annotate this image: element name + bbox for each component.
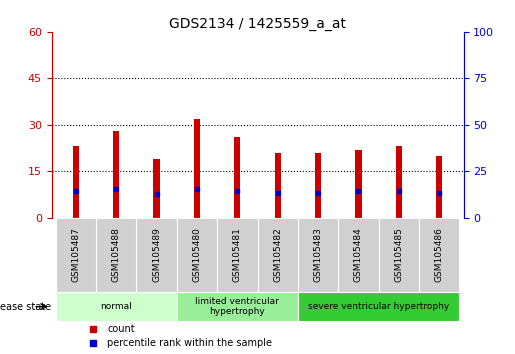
Bar (298, 218, 338, 292)
Bar (96, 218, 136, 292)
Bar (338, 218, 379, 292)
Text: GSM105482: GSM105482 (273, 228, 282, 282)
Text: GSM105480: GSM105480 (193, 227, 201, 282)
Text: disease state: disease state (0, 302, 50, 312)
Bar (419, 218, 459, 292)
Text: GSM105488: GSM105488 (112, 227, 121, 282)
Text: GSM105483: GSM105483 (314, 227, 322, 282)
Bar (396, 147, 402, 218)
Bar (298, 292, 459, 321)
Text: count: count (107, 324, 135, 333)
Text: normal: normal (100, 302, 132, 311)
Text: severe ventricular hypertrophy: severe ventricular hypertrophy (308, 302, 449, 311)
Bar (177, 218, 217, 292)
Text: GSM105485: GSM105485 (394, 227, 403, 282)
Text: GSM105486: GSM105486 (435, 227, 444, 282)
Bar (274, 153, 281, 218)
Bar (217, 218, 258, 292)
Title: GDS2134 / 1425559_a_at: GDS2134 / 1425559_a_at (169, 17, 346, 31)
Text: percentile rank within the sample: percentile rank within the sample (107, 338, 272, 348)
Bar (153, 159, 160, 218)
Bar (315, 153, 321, 218)
Bar (234, 137, 241, 218)
Bar (258, 218, 298, 292)
Bar (56, 292, 177, 321)
Text: limited ventricular
hypertrophy: limited ventricular hypertrophy (195, 297, 279, 316)
Text: GSM105489: GSM105489 (152, 227, 161, 282)
Bar (136, 218, 177, 292)
Bar (177, 292, 298, 321)
Text: GSM105481: GSM105481 (233, 227, 242, 282)
Bar (194, 119, 200, 218)
Bar (56, 218, 96, 292)
Text: GSM105484: GSM105484 (354, 228, 363, 282)
Bar (73, 147, 79, 218)
Bar (355, 149, 362, 218)
Text: GSM105487: GSM105487 (71, 227, 80, 282)
Bar (436, 156, 442, 218)
Bar (113, 131, 119, 218)
Bar (379, 218, 419, 292)
